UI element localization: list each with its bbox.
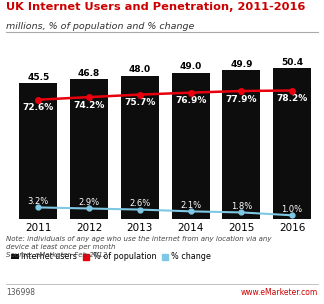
Text: millions, % of population and % change: millions, % of population and % change [6, 22, 195, 31]
Bar [172, 73, 210, 219]
Bar [121, 76, 159, 219]
Text: 72.6%: 72.6% [23, 103, 54, 112]
Text: 48.0: 48.0 [129, 65, 151, 74]
Text: 3.2%: 3.2% [28, 197, 49, 206]
Text: 2.1%: 2.1% [180, 201, 201, 210]
Text: 46.8: 46.8 [78, 69, 100, 78]
Bar [19, 83, 57, 219]
Text: 136998: 136998 [6, 288, 36, 297]
Text: 49.0: 49.0 [179, 62, 202, 71]
Text: 78.2%: 78.2% [276, 94, 308, 103]
Bar [70, 79, 108, 219]
Text: Note: individuals of any age who use the internet from any location via any
devi: Note: individuals of any age who use the… [6, 236, 272, 258]
Text: 76.9%: 76.9% [175, 96, 206, 105]
Text: 2.9%: 2.9% [78, 198, 100, 207]
Text: 77.9%: 77.9% [226, 95, 257, 104]
Text: www.eMarketer.com: www.eMarketer.com [240, 288, 318, 297]
Text: UK Internet Users and Penetration, 2011-2016: UK Internet Users and Penetration, 2011-… [6, 2, 306, 12]
Bar [222, 70, 260, 219]
Legend: Internet users, % of population, % change: Internet users, % of population, % chang… [11, 252, 211, 261]
Text: 75.7%: 75.7% [124, 98, 156, 107]
Text: 50.4: 50.4 [281, 58, 303, 67]
Text: 2.6%: 2.6% [129, 199, 150, 208]
Text: 1.8%: 1.8% [231, 202, 252, 211]
Text: 49.9: 49.9 [230, 60, 253, 69]
Text: 1.0%: 1.0% [282, 205, 303, 214]
Text: 74.2%: 74.2% [74, 101, 105, 110]
Bar [273, 68, 311, 219]
Text: 45.5: 45.5 [27, 73, 50, 82]
